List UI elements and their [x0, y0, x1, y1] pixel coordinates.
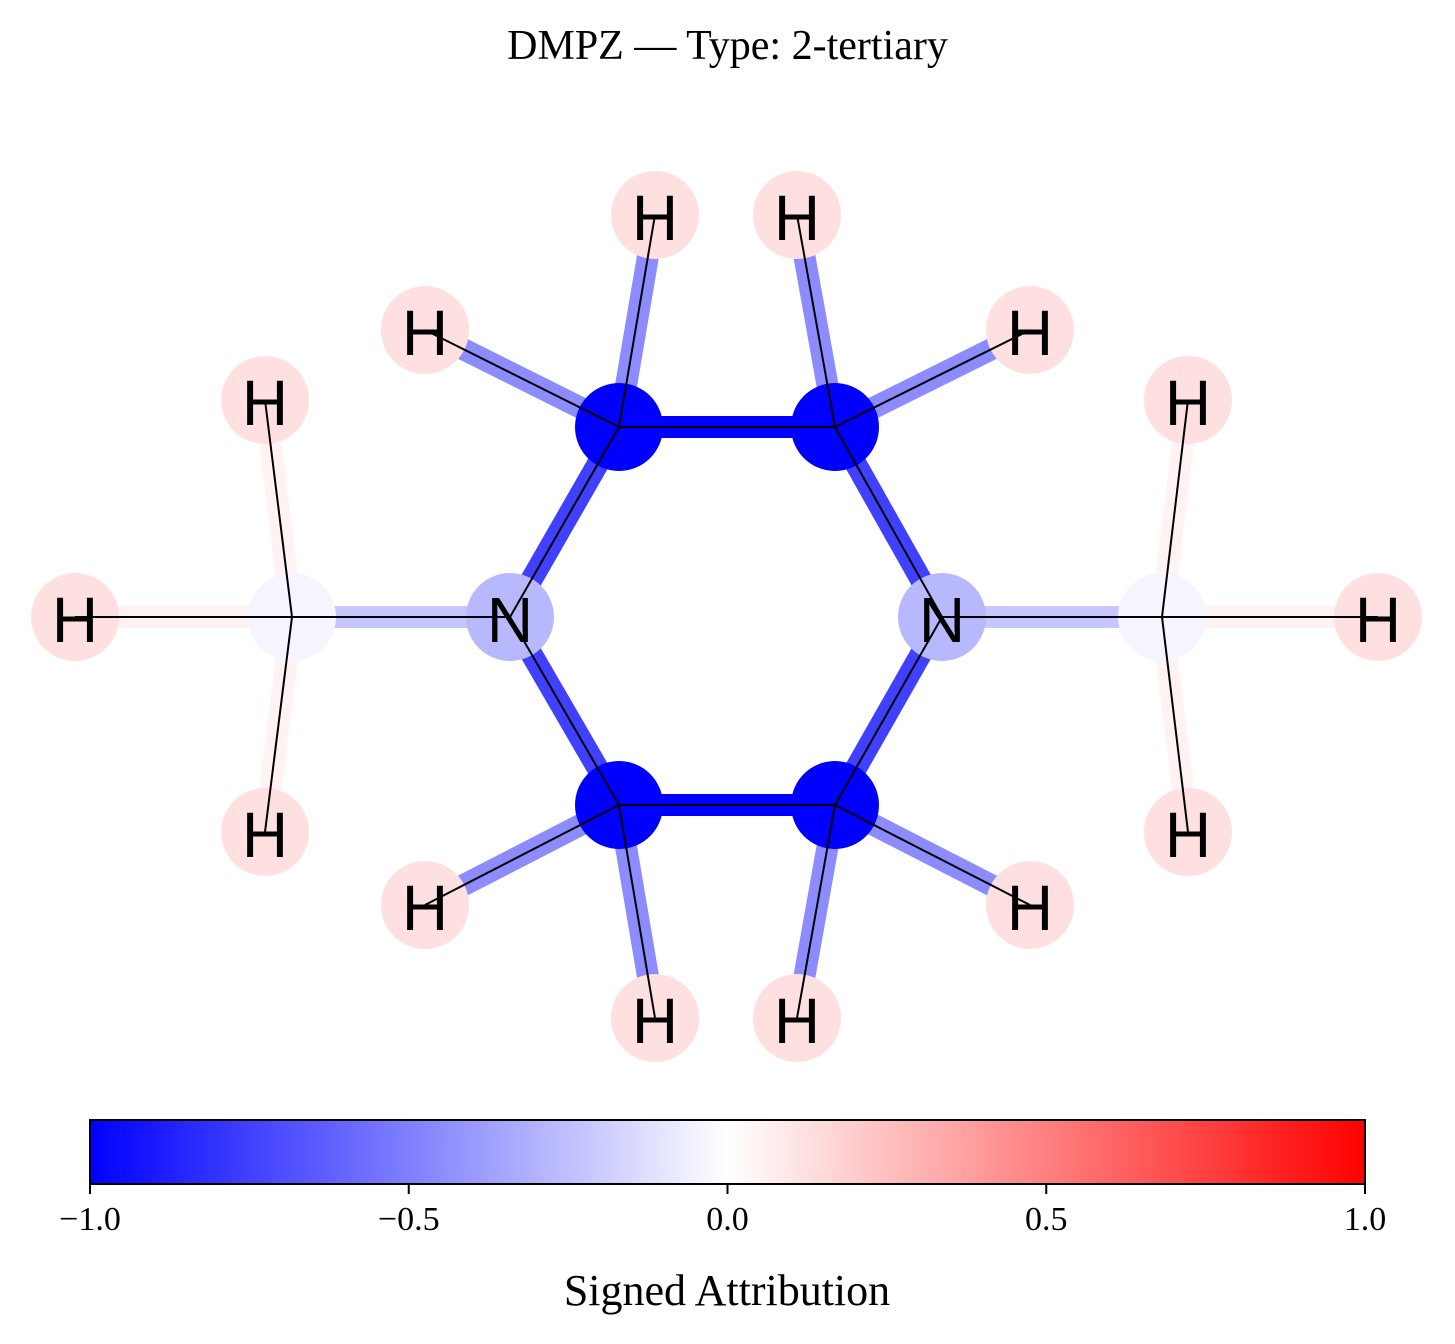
- chart-title: DMPZ — Type: 2-tertiary: [507, 23, 948, 69]
- bond-line-layer: [75, 214, 1378, 1019]
- bond-C3-H9: [424, 804, 620, 906]
- atom-label-H1: H: [632, 182, 678, 254]
- colorbar-tick-label-2: 0.0: [706, 1201, 749, 1238]
- bond-C1-N1: [509, 426, 620, 618]
- bond-C1-H1: [618, 214, 656, 428]
- molecule-diagram: N N H H H H H H H H H H H H H H: [31, 171, 1422, 1062]
- atom-label-H6: H: [1165, 367, 1211, 439]
- colorbar-tick-label-0: −1.0: [59, 1201, 121, 1238]
- atom-label-N2: N: [919, 584, 965, 656]
- bond-CM2-H6: [1161, 399, 1189, 618]
- atom-label-H3: H: [402, 297, 448, 369]
- atom-label-H4: H: [1007, 297, 1053, 369]
- bond-CM1-H13: [264, 616, 293, 833]
- colorbar-tick-label-4: 1.0: [1344, 1201, 1387, 1238]
- bond-C2-N2: [834, 426, 943, 618]
- bond-CM2-H14: [1161, 616, 1189, 833]
- atom-label-H9: H: [402, 872, 448, 944]
- atom-label-H12: H: [774, 985, 820, 1057]
- atom-label-H7: H: [52, 584, 98, 656]
- atom-label-H13: H: [242, 799, 288, 871]
- bond-C3-H11: [618, 804, 656, 1019]
- bond-C2-H2: [796, 214, 836, 428]
- atom-label-N1: N: [487, 584, 533, 656]
- atom-label-layer: N N H H H H H H H H H H H H H H: [52, 182, 1401, 1057]
- colorbar-tick-label-3: 0.5: [1025, 1201, 1068, 1238]
- bond-C4-H10: [834, 804, 1031, 906]
- atom-label-H8: H: [1355, 584, 1401, 656]
- atom-label-H2: H: [774, 182, 820, 254]
- atom-label-H14: H: [1165, 799, 1211, 871]
- bond-C3-N1: [509, 616, 620, 806]
- atom-label-H5: H: [242, 367, 288, 439]
- bond-C4-H12: [796, 804, 836, 1019]
- colorbar-gradient: [89, 1119, 1366, 1185]
- colorbar-tick-label-1: −0.5: [378, 1201, 440, 1238]
- colorbar-ticks: −1.0 −0.5 0.0 0.5 1.0: [59, 1184, 1386, 1238]
- atom-label-H11: H: [632, 985, 678, 1057]
- bond-CM1-H5: [264, 399, 293, 618]
- bond-C2-H4: [834, 329, 1031, 428]
- bond-C1-H3: [424, 329, 620, 428]
- atom-label-H10: H: [1007, 872, 1053, 944]
- colorbar-label: Signed Attribution: [564, 1266, 890, 1315]
- bond-C4-N2: [834, 616, 943, 806]
